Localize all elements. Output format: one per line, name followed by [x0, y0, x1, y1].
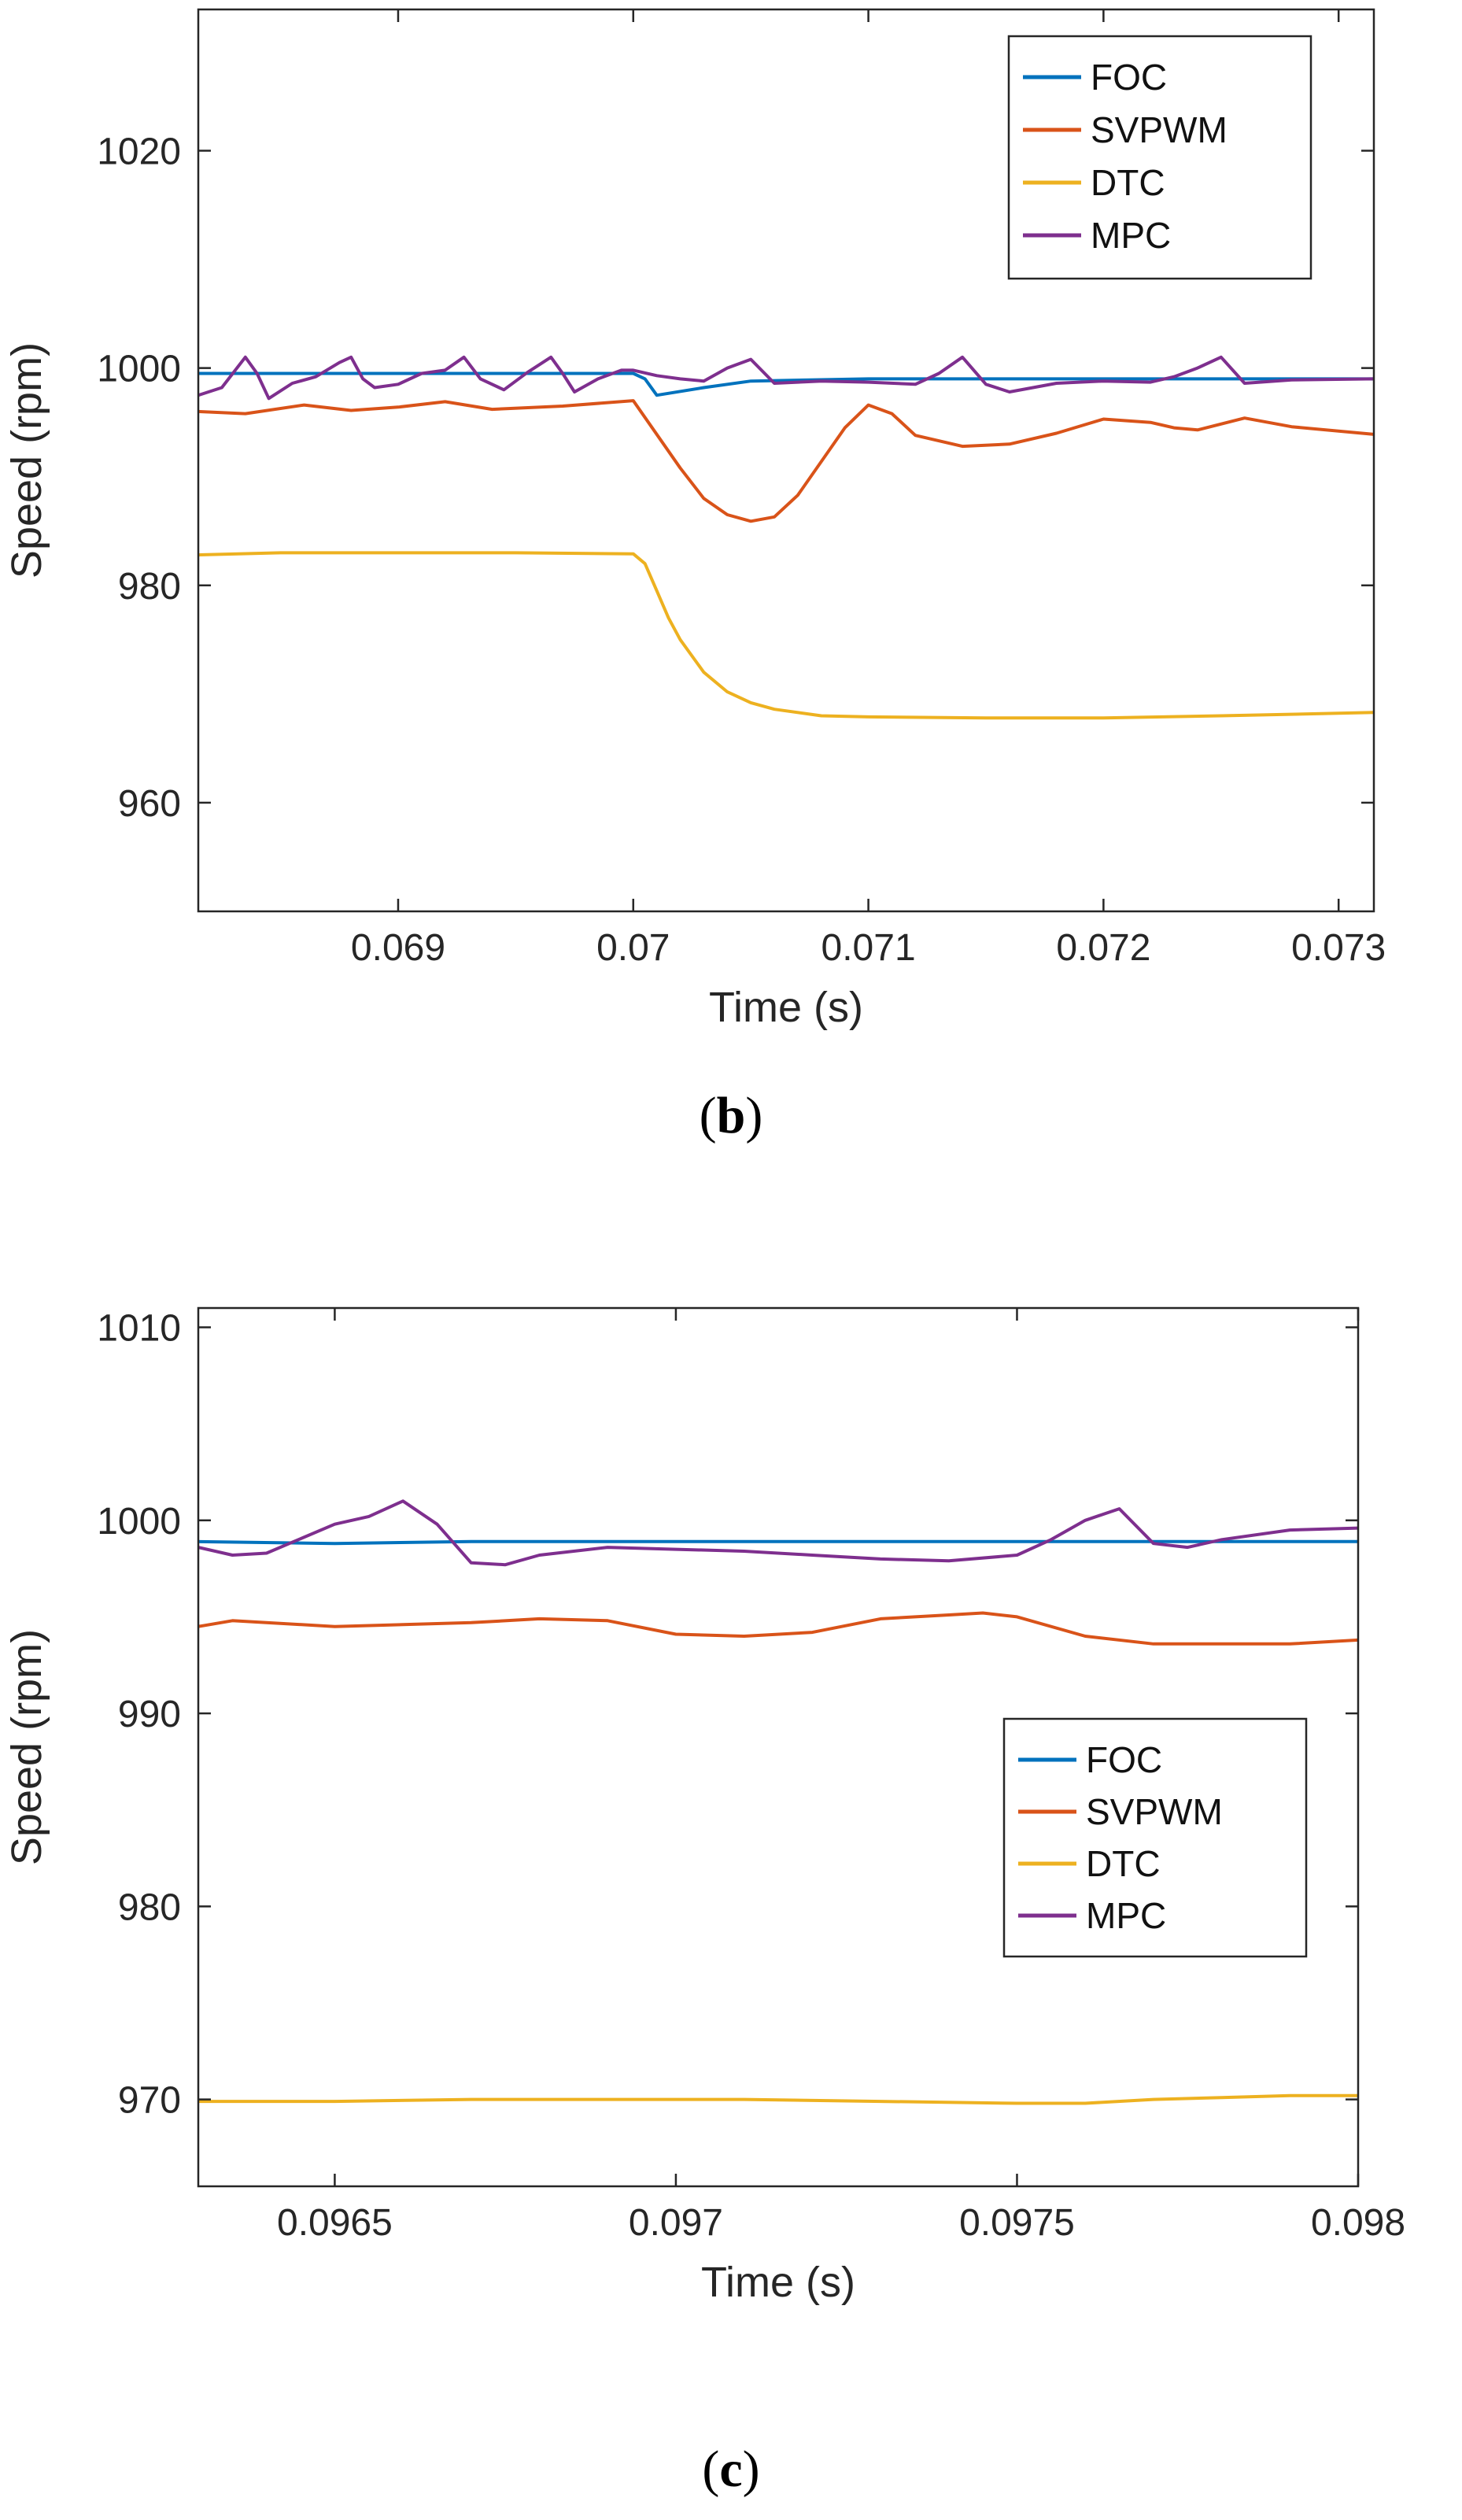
x-axis-label: Time (s)	[709, 984, 863, 1031]
legend: FOC SVPWM DTC MPC	[1007, 35, 1312, 280]
y-tick-label: 960	[118, 783, 181, 825]
figure-c: 0.0965 0.097 0.0975 0.098 970 980 990 1000 1010 T…	[0, 1259, 1462, 2520]
legend-label: FOC	[1091, 57, 1167, 98]
legend: FOC SVPWM DTC MPC	[1002, 1717, 1308, 1958]
x-tick-label: 0.0965	[277, 2202, 393, 2244]
legend-label: MPC	[1086, 1895, 1166, 1936]
x-tick-label: 0.07	[596, 927, 670, 969]
x-tick-label: 0.097	[629, 2202, 723, 2244]
y-tick-label: 990	[118, 1694, 181, 1735]
caption-c: (c)	[702, 2441, 760, 2498]
y-tick-label: 970	[118, 2080, 181, 2122]
legend-label: SVPWM	[1091, 109, 1228, 150]
plot-lines	[198, 355, 1374, 720]
x-tick-label: 0.072	[1056, 927, 1150, 969]
legend-label: MPC	[1091, 215, 1171, 256]
y-tick-label: 1020	[97, 131, 181, 172]
speed-chart-b: 0.069 0.07 0.071 0.072 0.073 960 980 1000 1020 Ti…	[3, 8, 1386, 1031]
series-line-mpc	[198, 355, 1374, 401]
y-tick-label: 980	[118, 566, 181, 608]
series-line-mpc	[198, 1499, 1358, 1567]
x-tick-label: 0.071	[821, 927, 916, 969]
x-tick-label: 0.073	[1291, 927, 1386, 969]
legend-label: DTC	[1091, 162, 1165, 203]
figure-b: 0.069 0.07 0.071 0.072 0.073 960 980 1000 1020 Ti…	[0, 0, 1462, 1259]
series-line-dtc	[198, 551, 1374, 720]
y-axis-label: Speed (rpm)	[3, 1629, 50, 1865]
axis-box	[197, 1306, 1360, 2188]
x-tick-label: 0.098	[1311, 2202, 1405, 2244]
y-axis-label: Speed (rpm)	[3, 342, 50, 578]
series-line-foc	[198, 1539, 1358, 1546]
y-tick-label: 1000	[97, 349, 181, 390]
series-line-dtc	[198, 2093, 1358, 2105]
x-axis-label: Time (s)	[701, 2259, 855, 2306]
legend-label: SVPWM	[1086, 1791, 1223, 1832]
y-tick-label: 1010	[97, 1308, 181, 1350]
series-line-foc	[198, 371, 1374, 397]
legend-label: FOC	[1086, 1739, 1162, 1780]
legend-label: DTC	[1086, 1843, 1161, 1884]
x-tick-label: 0.069	[351, 927, 445, 969]
y-tick-label: 1000	[97, 1501, 181, 1543]
plot-lines	[198, 1499, 1358, 2105]
speed-chart-c: 0.0965 0.097 0.0975 0.098 970 980 990 1000 1010 T…	[3, 1306, 1405, 2306]
caption-b: (b)	[699, 1087, 763, 1144]
series-line-svpwm	[198, 1611, 1358, 1646]
y-tick-label: 980	[118, 1886, 181, 1928]
x-tick-label: 0.0975	[959, 2202, 1075, 2244]
series-line-svpwm	[198, 399, 1374, 523]
axis-box	[197, 8, 1375, 913]
